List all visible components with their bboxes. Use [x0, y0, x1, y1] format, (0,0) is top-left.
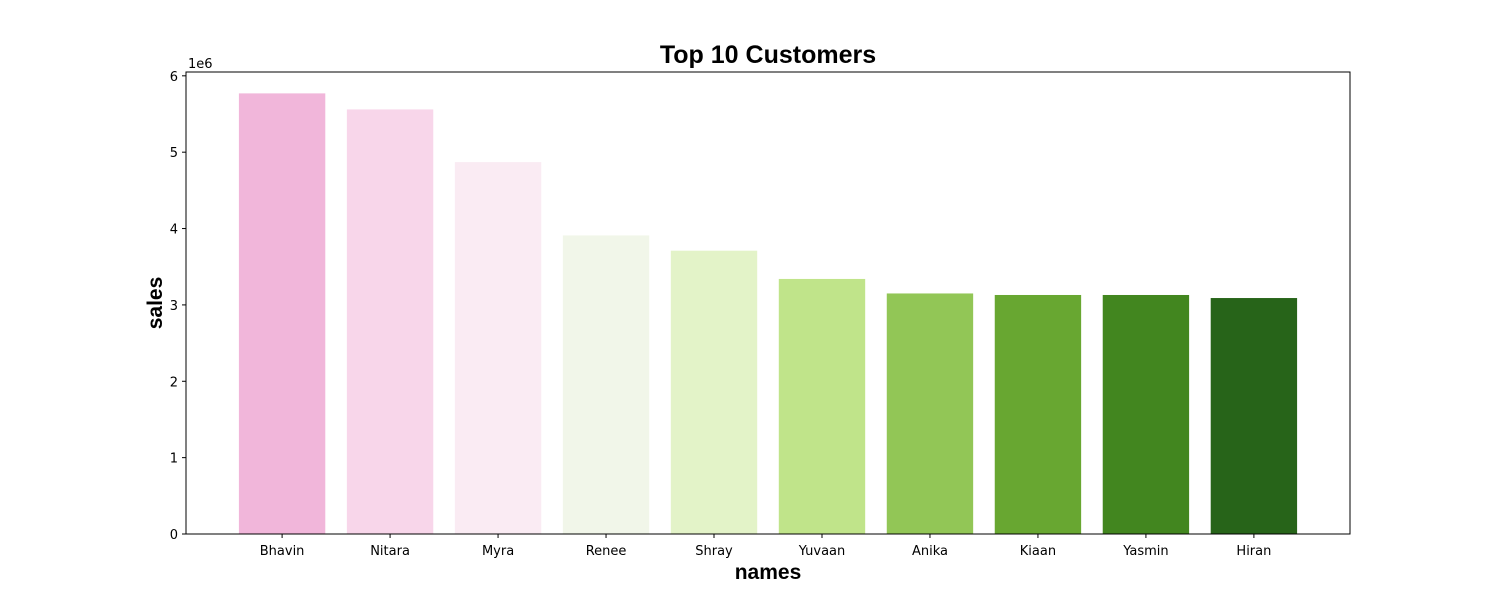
bar-yuvaan: [778, 278, 866, 534]
bar-myra: [454, 162, 542, 535]
y-axis: 0 1 2 3 4 5 6: [170, 70, 186, 543]
x-tick-label: Yasmin: [1122, 544, 1168, 559]
bar-yasmin: [1102, 294, 1190, 534]
x-tick-label: Anika: [912, 544, 948, 559]
bar-kiaan: [994, 294, 1082, 534]
x-tick-label: Myra: [482, 544, 514, 559]
y-tick-label: 5: [170, 146, 178, 161]
chart-title: Top 10 Customers: [660, 41, 876, 69]
y-axis-label: sales: [144, 277, 167, 330]
bar-hiran: [1210, 298, 1298, 534]
x-tick-label: Nitara: [370, 544, 410, 559]
x-axis-label: names: [735, 561, 802, 584]
bar-renee: [562, 235, 650, 534]
y-tick-label: 6: [170, 70, 178, 85]
x-tick-label: Shray: [695, 544, 733, 559]
y-tick-label: 0: [170, 528, 178, 543]
y-tick-label: 1: [170, 452, 178, 467]
plot-frame: [185, 71, 1351, 535]
x-tick-label: Yuvaan: [798, 544, 846, 559]
y-tick-label: 2: [170, 375, 178, 390]
bars-group: [238, 93, 1298, 535]
x-axis: Bhavin Nitara Myra Renee Shray Yuvaan Anika Kia…: [260, 534, 1271, 559]
x-tick-label: Hiran: [1236, 544, 1271, 559]
bar-bhavin: [238, 93, 326, 534]
x-tick-label: Renee: [586, 544, 627, 559]
y-offset-label: 1e6: [188, 57, 213, 72]
y-tick-label: 3: [170, 299, 178, 314]
bar-shray: [670, 250, 758, 534]
bar-nitara: [346, 109, 434, 534]
bar-anika: [886, 293, 974, 534]
x-tick-label: Kiaan: [1020, 544, 1056, 559]
x-tick-label: Bhavin: [260, 544, 305, 559]
y-tick-label: 4: [170, 223, 178, 238]
